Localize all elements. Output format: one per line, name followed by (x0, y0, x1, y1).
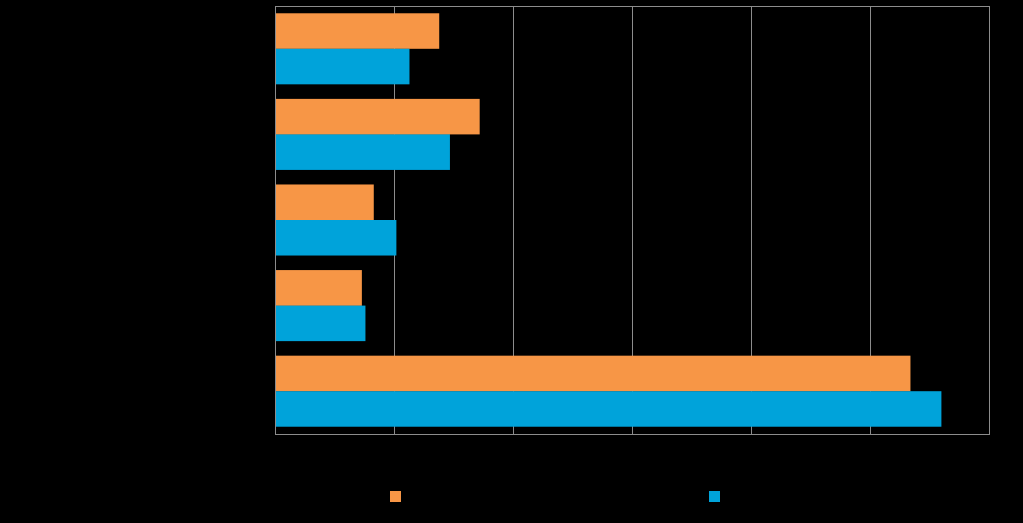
bar-series2-cat5 (275, 391, 942, 427)
bar-series2-cat2 (275, 134, 450, 170)
bar-group-2 (275, 98, 480, 170)
bar-series2-cat3 (275, 220, 397, 256)
bar-series2-cat4 (275, 305, 366, 342)
bar-group-3 (275, 184, 397, 256)
bar-group-4 (275, 270, 366, 342)
bars (275, 13, 942, 427)
bar-group-1 (275, 13, 440, 85)
bar-series1-cat3 (275, 184, 374, 220)
bar-series1-cat2 (275, 98, 480, 135)
legend-swatch-series-1 (390, 491, 401, 502)
legend (390, 491, 720, 502)
bar-series2-cat1 (275, 48, 410, 85)
bar-group-5 (275, 355, 942, 427)
bar-series1-cat1 (275, 13, 440, 49)
bar-series1-cat5 (275, 355, 911, 392)
legend-swatch-series-2 (709, 491, 720, 502)
plot-frame (275, 6, 990, 435)
bar-series1-cat4 (275, 270, 362, 306)
